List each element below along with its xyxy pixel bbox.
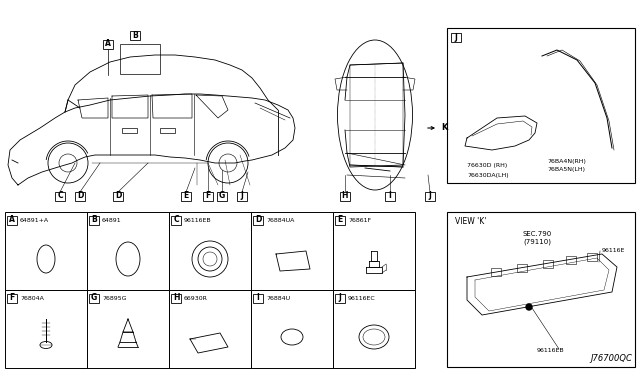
Bar bbox=[217, 192, 227, 201]
Bar bbox=[7, 294, 17, 302]
Bar bbox=[89, 215, 99, 224]
Bar bbox=[253, 294, 263, 302]
Text: 76884U: 76884U bbox=[266, 295, 290, 301]
Text: (79110): (79110) bbox=[523, 239, 551, 245]
Text: F: F bbox=[10, 294, 15, 302]
Bar bbox=[385, 192, 395, 201]
Text: J: J bbox=[339, 294, 341, 302]
Text: 76BA4N(RH): 76BA4N(RH) bbox=[547, 158, 586, 164]
Text: 76630D (RH): 76630D (RH) bbox=[467, 164, 508, 169]
Bar bbox=[447, 212, 635, 367]
Text: B: B bbox=[91, 215, 97, 224]
Bar bbox=[566, 256, 577, 264]
Text: 76884UA: 76884UA bbox=[266, 218, 294, 222]
Bar bbox=[169, 290, 251, 368]
Bar bbox=[333, 212, 415, 290]
Bar bbox=[103, 39, 113, 48]
Text: 76895G: 76895G bbox=[102, 295, 127, 301]
Bar bbox=[251, 290, 333, 368]
Text: 76BA5N(LH): 76BA5N(LH) bbox=[547, 167, 585, 173]
Text: C: C bbox=[173, 215, 179, 224]
Bar bbox=[237, 192, 247, 201]
Text: 96116EB: 96116EB bbox=[537, 347, 564, 353]
Bar bbox=[130, 31, 140, 39]
Text: 64891+A: 64891+A bbox=[20, 218, 49, 222]
Bar bbox=[120, 44, 160, 74]
Text: A: A bbox=[9, 215, 15, 224]
Bar bbox=[171, 215, 181, 224]
Text: 96116EB: 96116EB bbox=[184, 218, 212, 222]
Text: J: J bbox=[241, 192, 243, 201]
Bar bbox=[55, 192, 65, 201]
Text: B: B bbox=[132, 31, 138, 39]
Bar bbox=[251, 212, 333, 290]
Bar bbox=[425, 192, 435, 201]
Text: E: E bbox=[337, 215, 342, 224]
Text: 64891: 64891 bbox=[102, 218, 122, 222]
Text: 96116EC: 96116EC bbox=[348, 295, 376, 301]
Text: G: G bbox=[91, 294, 97, 302]
Bar bbox=[5, 212, 87, 290]
Text: 96116E: 96116E bbox=[602, 247, 625, 253]
Circle shape bbox=[526, 304, 532, 310]
Text: SEC.790: SEC.790 bbox=[522, 231, 552, 237]
Bar bbox=[89, 294, 99, 302]
Bar bbox=[5, 290, 87, 368]
Text: J: J bbox=[454, 32, 458, 42]
Bar bbox=[587, 253, 596, 261]
Text: I: I bbox=[388, 192, 392, 201]
Text: G: G bbox=[219, 192, 225, 201]
Bar bbox=[491, 269, 501, 276]
Bar bbox=[122, 128, 137, 133]
Bar bbox=[517, 264, 527, 272]
Text: C: C bbox=[57, 192, 63, 201]
Text: H: H bbox=[173, 294, 179, 302]
Bar bbox=[543, 260, 553, 268]
Text: I: I bbox=[257, 294, 259, 302]
Text: 76630DA(LH): 76630DA(LH) bbox=[467, 173, 509, 177]
Bar bbox=[75, 192, 85, 201]
Bar bbox=[447, 28, 635, 183]
Bar bbox=[87, 212, 169, 290]
Text: H: H bbox=[342, 192, 348, 201]
Text: 66930R: 66930R bbox=[184, 295, 208, 301]
Bar bbox=[340, 192, 350, 201]
Text: A: A bbox=[105, 39, 111, 48]
Text: 76861F: 76861F bbox=[348, 218, 371, 222]
Text: F: F bbox=[205, 192, 211, 201]
Text: E: E bbox=[184, 192, 189, 201]
Bar bbox=[171, 294, 181, 302]
Text: VIEW 'K': VIEW 'K' bbox=[455, 218, 486, 227]
Text: D: D bbox=[255, 215, 261, 224]
Bar bbox=[87, 290, 169, 368]
Text: D: D bbox=[77, 192, 83, 201]
Bar bbox=[7, 215, 17, 224]
Text: 76804A: 76804A bbox=[20, 295, 44, 301]
Bar bbox=[160, 128, 175, 133]
Text: J: J bbox=[429, 192, 431, 201]
Text: J76700QC: J76700QC bbox=[590, 354, 632, 363]
Bar bbox=[335, 294, 345, 302]
Bar bbox=[169, 212, 251, 290]
Bar bbox=[253, 215, 263, 224]
Bar bbox=[203, 192, 213, 201]
Bar bbox=[335, 215, 345, 224]
Text: K: K bbox=[441, 124, 447, 132]
Bar bbox=[113, 192, 123, 201]
Text: D: D bbox=[115, 192, 121, 201]
Bar bbox=[333, 290, 415, 368]
Bar bbox=[181, 192, 191, 201]
Bar bbox=[451, 32, 461, 42]
